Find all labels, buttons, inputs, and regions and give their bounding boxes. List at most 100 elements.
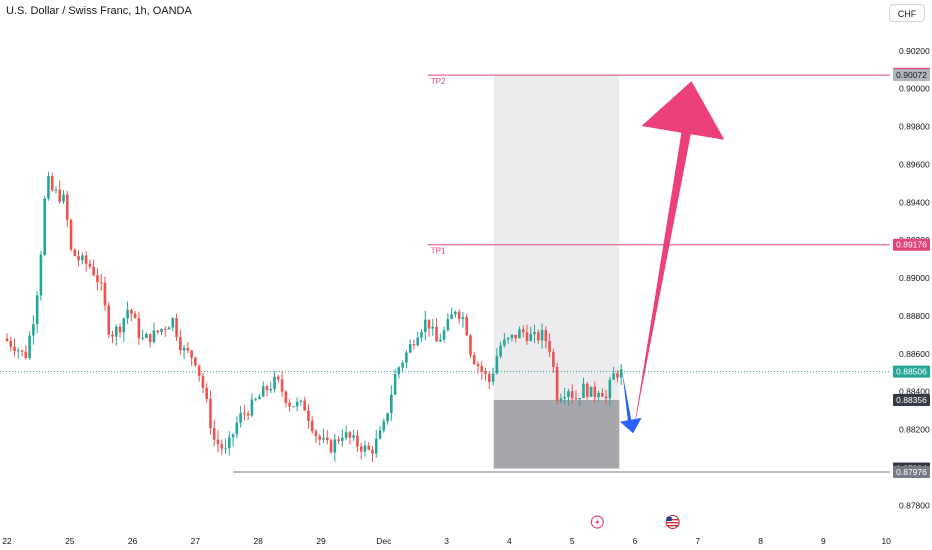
candle-body [416,337,420,346]
candle-body [205,387,209,399]
candles [5,171,623,463]
candle-body [378,430,382,439]
candle-body [167,327,171,330]
candle-body [5,338,9,342]
candle-body [495,356,499,374]
candle-body [337,439,340,441]
candle-body [114,326,118,337]
y-tick-label: 0.89400 [899,197,930,207]
candle-body [469,335,472,356]
candle-body [43,198,46,255]
candle-body [69,219,73,250]
candle-body [341,437,344,441]
candle-body [499,345,502,357]
candle-body [163,328,167,330]
price-badge-text: 0.90072 [896,70,927,80]
candle-body [521,329,525,333]
candle-body [133,313,137,319]
candle-body [160,328,163,332]
candle-body [220,444,224,449]
candle-body [77,255,80,261]
candle-body [612,373,615,380]
candle-body [450,314,453,320]
candle-body [276,376,280,380]
candle-body [374,438,378,454]
candle-body [439,339,442,342]
price-badge [893,365,930,378]
candle-body [446,319,450,331]
candle-body [582,383,585,399]
y-tick-label: 0.88200 [899,425,930,435]
candle-body [484,371,487,374]
candle-body [578,398,582,400]
candle-body [480,366,484,372]
candle-body [28,335,31,359]
candle-body [593,386,597,398]
candle-body [250,399,254,416]
candle-body [371,449,374,454]
candle-body [269,388,273,391]
candle-body [152,330,156,343]
candle-body [235,422,239,435]
stop-zone[interactable] [493,399,620,469]
y-tick-label: 0.90200 [899,46,930,56]
x-tick-label: 4 [507,536,512,546]
candle-body [427,319,431,329]
arrows[interactable] [619,81,725,434]
candle-body [465,317,468,336]
candle-body [194,357,197,366]
candle-body [24,351,28,359]
candle-body [552,351,555,367]
target-zone[interactable] [493,75,620,400]
candle-body [310,420,314,432]
candle-body [228,437,231,448]
candle-body [325,437,329,441]
candle-body [393,374,397,395]
x-tick-label: 25 [65,536,75,546]
candle-body [533,332,536,335]
candle-body [130,309,133,314]
candle-body [292,406,295,408]
y-tick-label: 0.89000 [899,273,930,283]
candle-body [318,436,322,440]
currency-button[interactable]: CHF [889,4,925,22]
horizontal-lines[interactable]: TP2 TP1 [0,74,890,473]
candle-body [303,400,306,411]
candle-body [585,383,589,397]
candle-body [397,367,401,375]
candle-body [239,413,242,423]
candle-body [175,318,178,338]
tp1-label: TP1 [431,247,446,256]
flag-stripe [666,525,679,527]
lightning-event-icon[interactable] [590,515,604,529]
price-badge-text: 0.88506 [896,367,927,377]
us-flag-event-icon[interactable] [665,515,680,529]
candle-body [201,376,205,388]
candle-body [107,305,111,335]
candle-body [431,326,435,329]
event-icons[interactable] [590,515,680,529]
candle-body [472,355,476,364]
candle-body [145,333,148,338]
y-tick-label: 0.90000 [899,84,930,94]
candle-body [344,432,348,438]
up-arrow[interactable] [633,81,725,434]
candle-body [141,337,144,339]
x-tick-label: Dec [376,536,392,546]
candle-body [179,337,182,351]
candle-body [190,350,193,358]
candle-body [333,439,337,453]
candle-body [258,396,261,400]
candle-body [544,329,548,342]
candle-body [597,392,600,398]
down-arrow[interactable] [619,372,642,434]
candle-body [182,347,186,351]
candle-body [476,363,480,367]
candle-body [273,376,276,389]
candle-body [88,263,92,267]
candle-body [81,255,84,261]
candle-body [92,266,95,276]
position-tool[interactable] [493,75,620,469]
candle-body [47,175,50,199]
